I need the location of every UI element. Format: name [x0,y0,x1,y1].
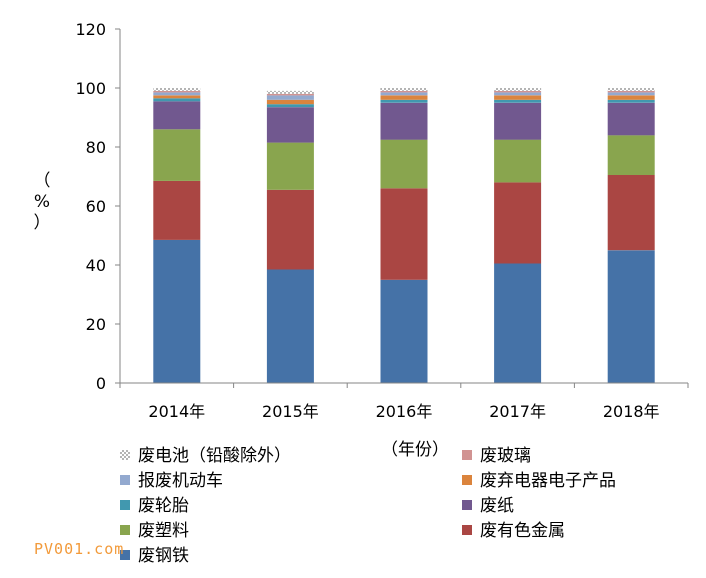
legend-label-废弃电器电子产品: 废弃电器电子产品 [480,471,616,491]
bar-segment-废塑料-2014年 [153,129,201,181]
y-tick-label: 100 [75,79,106,98]
bar-segment-废玻璃-2018年 [607,90,655,93]
y-tick-label: 0 [96,374,106,393]
legend-label-废钢铁: 废钢铁 [138,546,189,566]
bar-segment-废电池铅酸除外-2014年 [153,88,201,91]
bar-segment-废塑料-2015年 [266,142,314,190]
bar-segment-废轮胎-2016年 [380,99,428,103]
bar-segment-废纸-2017年 [494,102,542,140]
y-axis-title-char: （ [34,171,51,191]
bar-segment-报废机动车-2015年 [266,95,314,100]
bar-segment-废电池铅酸除外-2017年 [494,88,542,91]
legend-label-废塑料: 废塑料 [138,521,189,541]
bar-segment-废塑料-2016年 [380,139,428,189]
bar-segment-废玻璃-2017年 [494,90,542,93]
x-tick-label: 2018年 [603,402,660,421]
bar-segment-废电池铅酸除外-2015年 [266,90,314,94]
legend-swatch-废弃电器电子产品 [462,475,472,485]
bar-segment-废玻璃-2014年 [153,90,201,93]
legend-label-报废机动车: 报废机动车 [138,471,223,491]
bar-segment-废弃电器电子产品-2018年 [607,95,655,100]
y-axis-title-char: % [34,192,50,212]
y-tick-label: 60 [86,197,106,216]
legend-label-废纸: 废纸 [480,496,514,516]
bar-segment-废轮胎-2014年 [153,98,201,102]
legend-swatch-废电池铅酸除外 [120,450,130,460]
bar-segment-废钢铁-2015年 [266,269,314,383]
bar-segment-报废机动车-2018年 [607,92,655,96]
legend-label-废电池铅酸除外: 废电池（铅酸除外） [138,446,291,466]
legend-swatch-废有色金属 [462,525,472,535]
bar-segment-废弃电器电子产品-2016年 [380,95,428,100]
legend-swatch-废钢铁 [120,550,130,560]
bar-segment-废弃电器电子产品-2015年 [266,99,314,105]
axes: 0 20 40 60 80 100 120 2014年 2015年 2016年 2017年 2018年 [75,20,689,421]
y-tick-label: 40 [86,256,106,275]
bar-segment-废纸-2015年 [266,107,314,143]
legend-swatch-废轮胎 [120,500,130,510]
legend-label-废有色金属: 废有色金属 [480,521,565,541]
legend-label-废轮胎: 废轮胎 [138,496,189,516]
bar-segment-废塑料-2017年 [494,139,542,183]
bar-segment-报废机动车-2017年 [494,92,542,96]
bar-segment-废有色金属-2017年 [494,182,542,264]
y-tick-label: 120 [75,20,106,39]
bar-segment-废有色金属-2018年 [607,175,655,251]
bar-segment-废轮胎-2018年 [607,99,655,103]
bar-segment-废有色金属-2016年 [380,188,428,280]
bar-segment-废轮胎-2017年 [494,99,542,103]
x-tick-label: 2017年 [489,402,546,421]
x-axis-title: （年份） [381,440,449,460]
x-tick-label: 2016年 [376,402,433,421]
bar-segment-废玻璃-2015年 [266,93,314,96]
bar-segment-废纸-2018年 [607,102,655,136]
bar-segment-废电池铅酸除外-2016年 [380,88,428,91]
y-tick-label: 20 [86,315,106,334]
bar-segment-废玻璃-2016年 [380,90,428,93]
bar-segment-废钢铁-2016年 [380,279,428,384]
bar-segment-废有色金属-2015年 [266,189,314,270]
bar-segment-废塑料-2018年 [607,135,655,175]
y-axis-title: （%） [34,171,51,233]
bar-segment-废钢铁-2014年 [153,239,201,383]
bar-segment-废弃电器电子产品-2014年 [153,95,201,99]
legend-swatch-废塑料 [120,525,130,535]
bar-segment-废电池铅酸除外-2018年 [607,88,655,91]
bar-segment-废钢铁-2017年 [494,263,542,383]
bar-segment-废纸-2016年 [380,102,428,140]
legend-swatch-废玻璃 [462,450,472,460]
legend-swatch-报废机动车 [120,475,130,485]
bar-segment-废钢铁-2018年 [607,250,655,384]
watermark-text: PV001.com [34,540,125,558]
bar-segment-废轮胎-2015年 [266,104,314,108]
bar-segment-报废机动车-2016年 [380,92,428,96]
bar-segment-废弃电器电子产品-2017年 [494,95,542,100]
y-tick-label: 80 [86,138,106,157]
bar-segment-废纸-2014年 [153,101,201,130]
bar-segment-废有色金属-2014年 [153,180,201,240]
x-tick-label: 2014年 [148,402,205,421]
x-tick-label: 2015年 [262,402,319,421]
plot-area [153,88,655,384]
bar-segment-报废机动车-2014年 [153,92,201,96]
legend-swatch-废纸 [462,500,472,510]
y-axis-title-char: ） [34,213,51,233]
legend-label-废玻璃: 废玻璃 [480,446,531,466]
